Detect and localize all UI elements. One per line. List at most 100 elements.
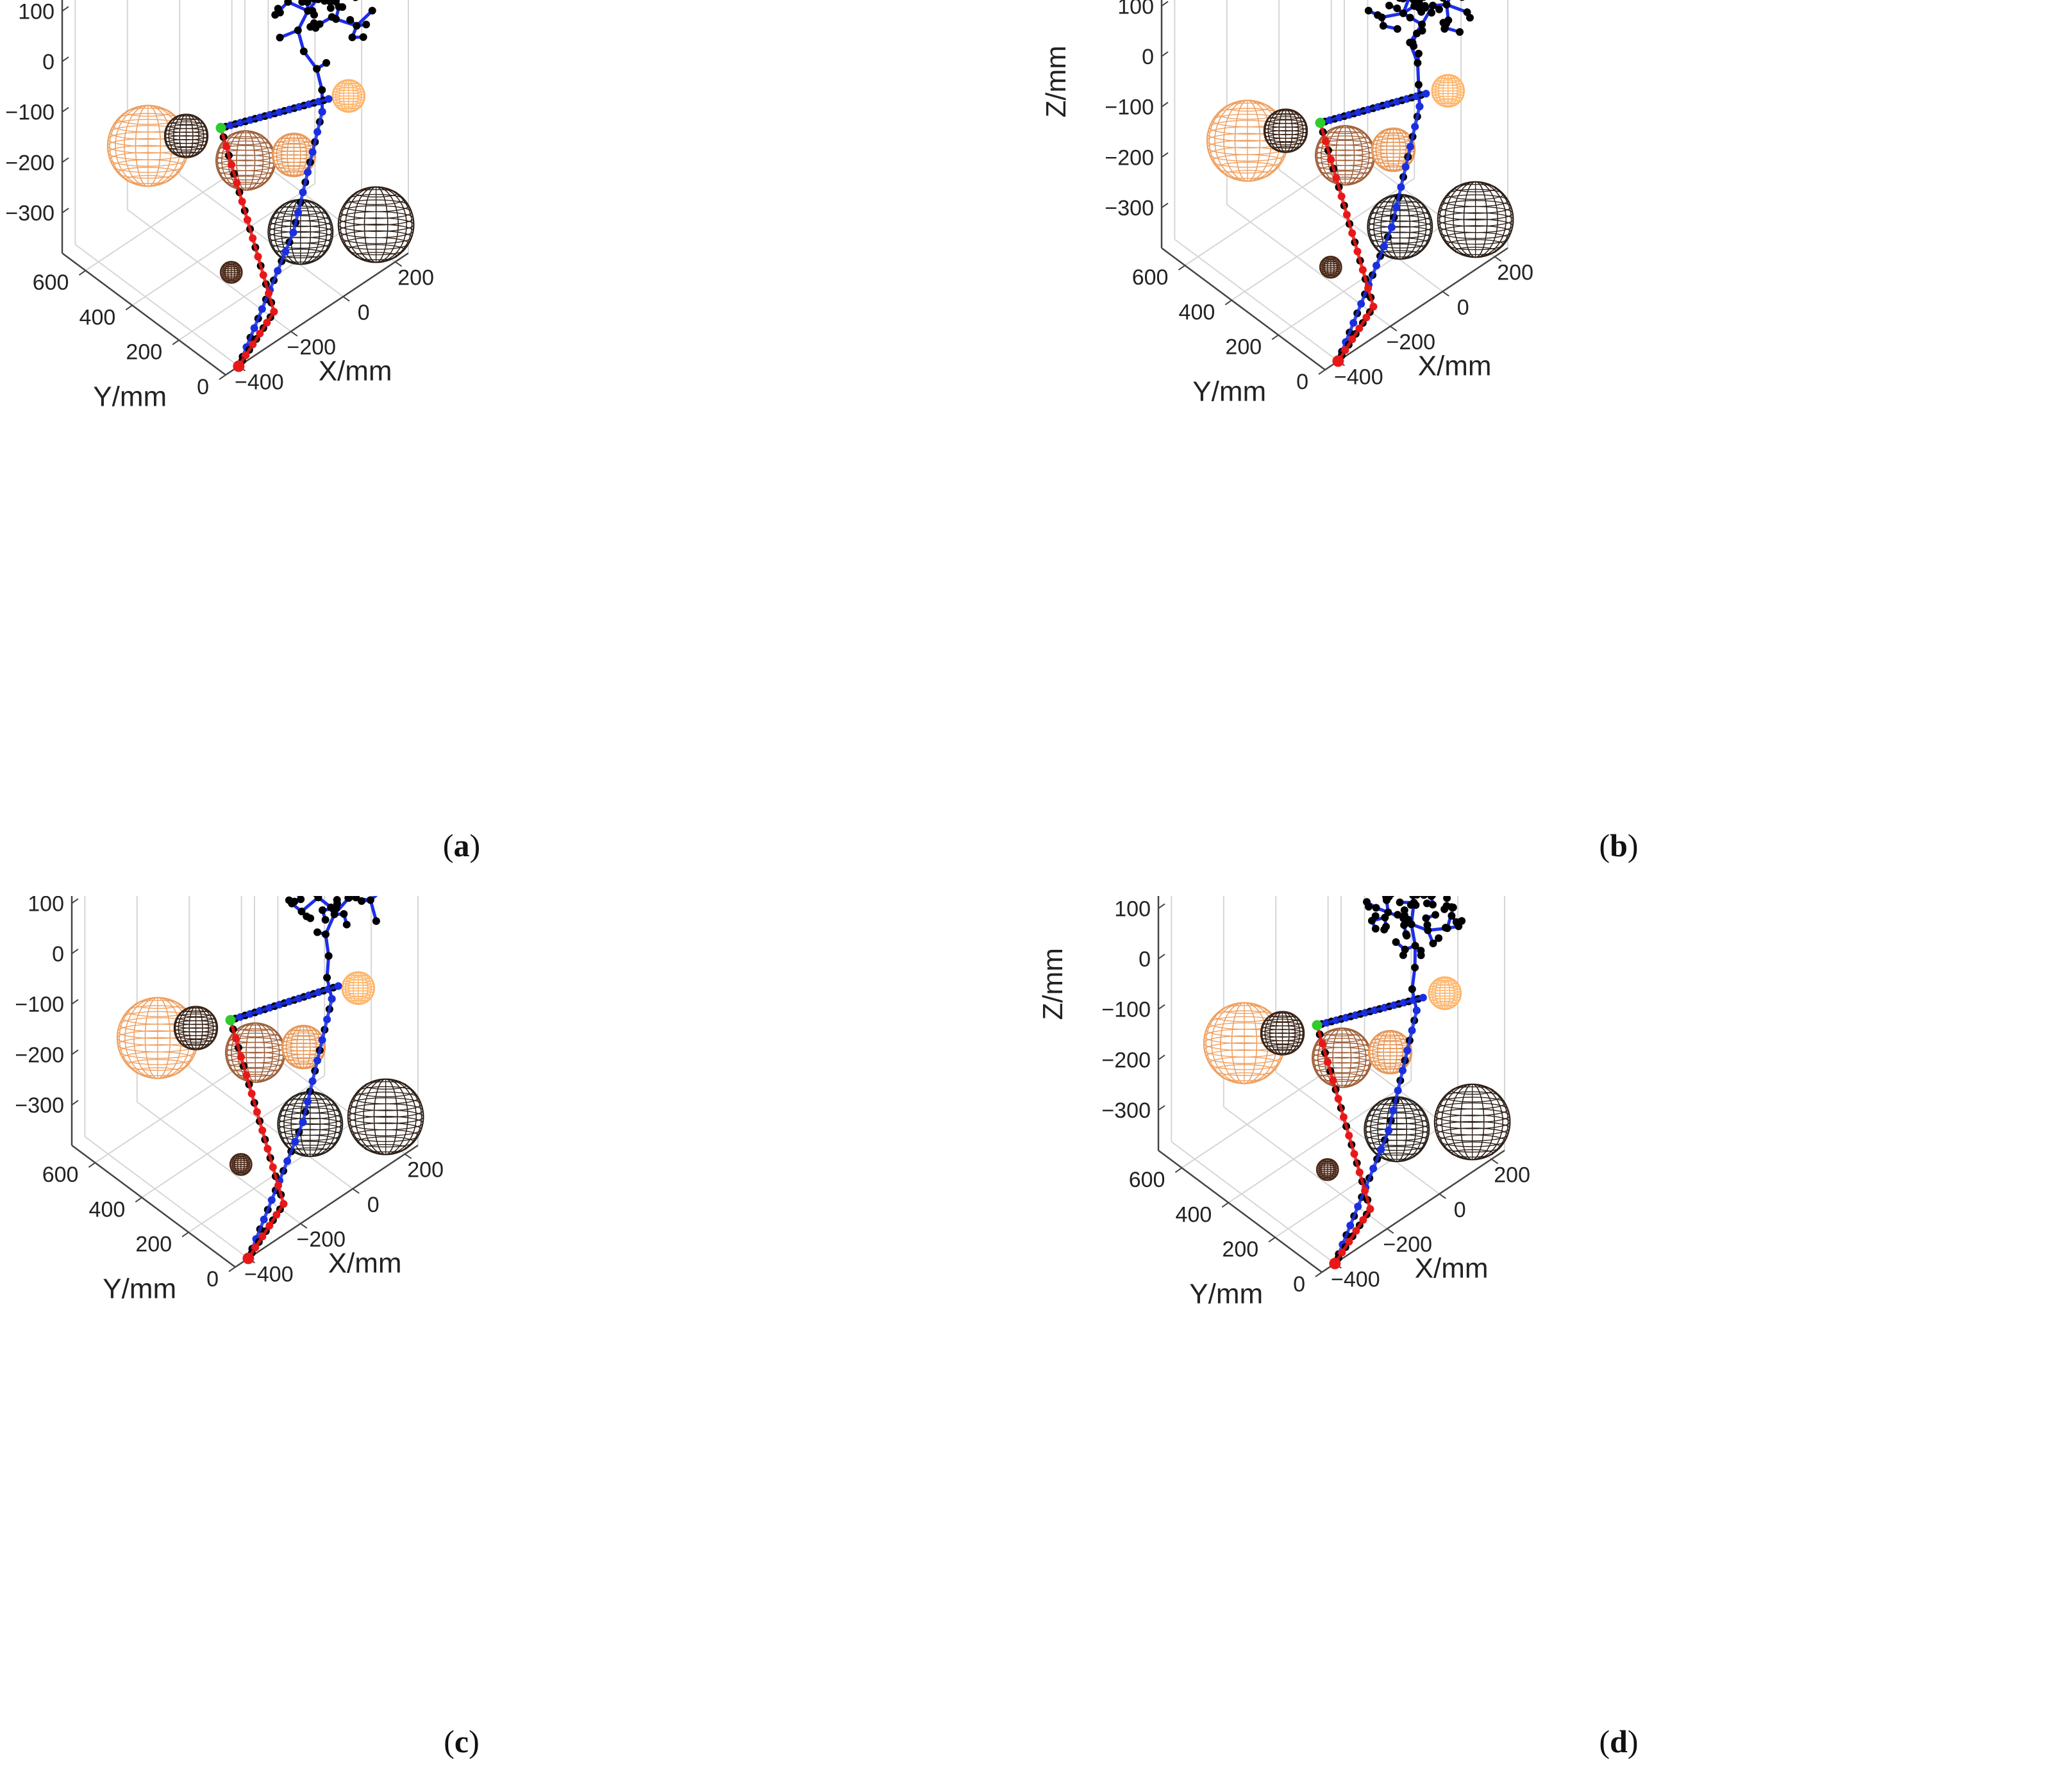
obstacle-sphere-5 — [271, 132, 317, 178]
sphere-latitude — [1433, 95, 1463, 102]
tree-node — [319, 906, 327, 915]
sphere-latitude — [1221, 1072, 1267, 1082]
sphere-latitude — [340, 205, 412, 219]
tree-node — [346, 16, 355, 24]
planned-paths — [225, 982, 342, 1265]
z-tick — [62, 56, 69, 62]
sphere-latitude — [1375, 200, 1425, 210]
tree-node — [299, 47, 308, 56]
tree-node — [1465, 13, 1474, 22]
red-path-point-line — [1337, 306, 1375, 362]
z-tick-label: 0 — [42, 50, 54, 74]
caption-a: (a) — [442, 827, 481, 863]
caption-b: (b) — [1599, 827, 1639, 863]
sphere-latitude — [342, 990, 374, 997]
tree-node — [321, 916, 330, 924]
tree-node — [1435, 5, 1443, 13]
grid-line — [1278, 169, 1443, 292]
sphere-latitude — [1315, 1067, 1368, 1078]
tree-node — [294, 26, 302, 35]
z-tick — [71, 999, 79, 1005]
z-tick — [1158, 954, 1165, 959]
sphere-latitude — [1217, 162, 1278, 174]
tree-node — [1371, 925, 1380, 933]
sphere-latitude — [269, 215, 332, 228]
sphere-latitude — [119, 1044, 197, 1059]
sphere-latitude — [169, 147, 203, 154]
z-tick — [1161, 51, 1169, 57]
sphere-latitude — [274, 162, 313, 170]
sphere-latitude — [1266, 137, 1305, 145]
sphere-latitude — [1260, 1025, 1305, 1034]
y-axis-line — [62, 252, 226, 376]
sphere-meridian — [1317, 1158, 1339, 1181]
sphere-latitude — [1365, 1134, 1428, 1146]
tree-node — [1385, 1, 1394, 10]
x-axis-line — [1324, 247, 1508, 371]
blue-path-point-line — [1337, 226, 1394, 362]
z-tick-label: −300 — [15, 1093, 64, 1118]
y-tick-label: 200 — [126, 340, 162, 365]
sphere-latitude — [164, 128, 208, 137]
y-tick-label: 200 — [135, 1232, 172, 1257]
grid-line — [137, 1101, 301, 1224]
sphere-latitude — [1369, 1055, 1411, 1064]
tree-node — [1428, 8, 1436, 17]
sphere-latitude — [1224, 170, 1271, 179]
sphere-latitude — [1367, 215, 1433, 228]
y-axis-line — [71, 1144, 236, 1268]
sphere-latitude — [1367, 220, 1433, 233]
sphere-latitude — [1368, 1044, 1412, 1053]
sphere-latitude — [1314, 1062, 1371, 1074]
x-tick-label: −400 — [1334, 365, 1383, 389]
sphere-latitude — [283, 1050, 324, 1059]
sphere-latitude — [285, 1141, 335, 1150]
obstacle-sphere-2 — [163, 113, 209, 158]
sphere-latitude — [347, 194, 405, 205]
y-tick — [1224, 299, 1232, 306]
y-tick-label: 600 — [33, 270, 69, 295]
blue-path-point-line — [1387, 1009, 1419, 1131]
sphere-latitude — [267, 226, 333, 238]
tree-node — [328, 13, 336, 21]
sphere-latitude — [279, 1107, 342, 1120]
sphere-latitude — [1447, 239, 1505, 251]
x-axis-line — [1321, 1149, 1505, 1273]
obstacle-sphere-6 — [1428, 976, 1462, 1010]
y-tick-label: 0 — [197, 375, 209, 399]
z-tick — [62, 157, 69, 163]
sphere-meridian — [282, 1025, 325, 1069]
obstacle-sphere-8 — [229, 1152, 253, 1176]
sphere-latitude — [174, 1020, 218, 1029]
tree-node — [1459, 0, 1465, 1]
x-tick-label: −400 — [244, 1262, 294, 1286]
sphere-latitude — [344, 993, 373, 999]
x-tick-label: −200 — [296, 1227, 346, 1252]
x-tick-label: −200 — [1383, 1232, 1432, 1257]
tree-node — [1403, 931, 1411, 940]
tree-node — [1440, 0, 1447, 2]
sphere-latitude — [1371, 142, 1415, 151]
tree-node — [1392, 938, 1400, 946]
sphere-latitude — [135, 1067, 181, 1077]
tree-node — [318, 86, 326, 94]
planned-paths — [215, 95, 333, 372]
tree-node — [344, 896, 353, 902]
sphere-latitude — [273, 158, 315, 167]
tree-node — [1379, 22, 1387, 30]
tree-node — [1381, 913, 1389, 922]
x-tick-label: 200 — [407, 1158, 444, 1182]
sphere-latitude — [1434, 1108, 1510, 1123]
z-tick — [62, 6, 69, 12]
z-tick-label: −200 — [5, 151, 54, 175]
y-tick — [135, 1197, 142, 1203]
tree-node — [1404, 915, 1412, 924]
red-path-point-line — [247, 1203, 285, 1259]
sphere-latitude — [1439, 225, 1512, 239]
sphere-latitude — [1439, 1134, 1506, 1147]
x-axis-label: X/mm — [1415, 1253, 1489, 1284]
z-tick — [1158, 903, 1165, 909]
y-tick-label: 0 — [206, 1267, 219, 1291]
tree-node — [1423, 899, 1431, 908]
x-tick-label: −400 — [1331, 1267, 1380, 1291]
